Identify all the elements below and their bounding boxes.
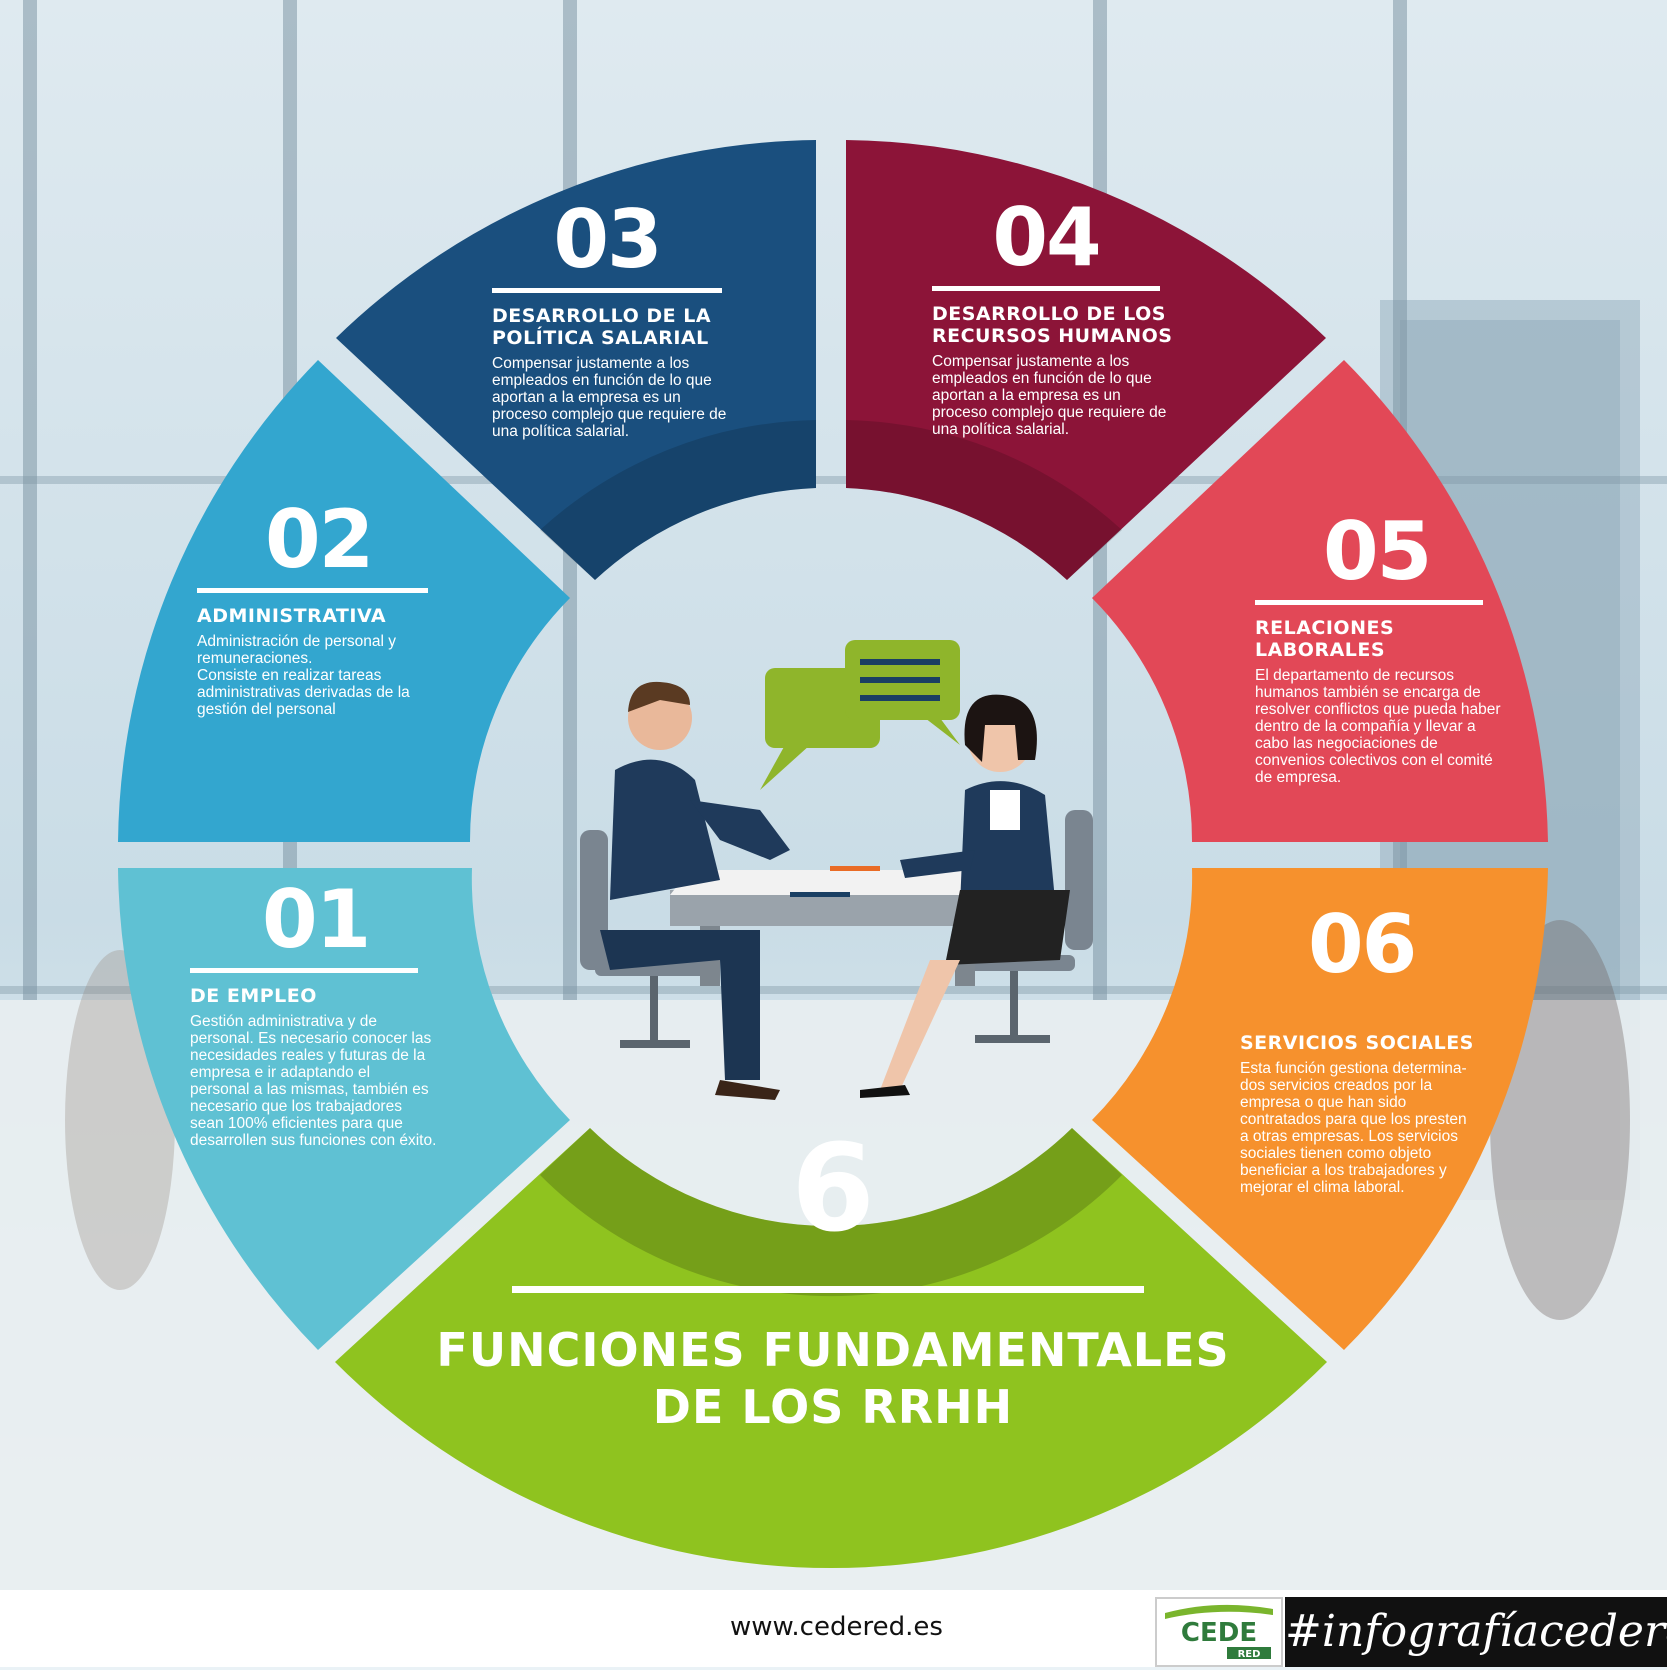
- main-title: FUNCIONES FUNDAMENTALES DE LOS RRHH: [383, 1322, 1283, 1436]
- segment-02-text: 02 ADMINISTRATIVA Administración de pers…: [197, 500, 437, 718]
- cede-logo-graphic: CEDE RED: [1165, 1604, 1273, 1660]
- segment-03-number: 03: [553, 193, 662, 286]
- main-title-line1: FUNCIONES FUNDAMENTALES: [436, 1323, 1230, 1377]
- segment-03-description: Compensar justamente a los empleados en …: [492, 355, 727, 440]
- segment-04-description: Compensar justamente a los empleados en …: [932, 353, 1167, 438]
- segment-05-number: 05: [1323, 505, 1432, 598]
- segment-02: [118, 360, 570, 842]
- segment-05-text: 05 RELACIONES LABORALES El departamento …: [1255, 512, 1515, 786]
- center-rule: [512, 1286, 1144, 1293]
- segment-06-description: Esta función gestiona determina- dos ser…: [1240, 1060, 1467, 1196]
- segment-05-description: El departamento de recursos humanos tamb…: [1255, 667, 1501, 786]
- segment-05-rule: [1255, 600, 1483, 605]
- segment-01-rule: [190, 968, 418, 973]
- segment-04-title: DESARROLLO DE LOS RECURSOS HUMANOS: [932, 303, 1173, 347]
- meeting-illustration: [580, 640, 1093, 1100]
- segment-06: [1092, 868, 1548, 1350]
- segment-05-title: RELACIONES LABORALES: [1255, 617, 1395, 661]
- segment-03-rule: [492, 288, 722, 293]
- segment-04-rule: [932, 286, 1160, 291]
- segment-03-title: DESARROLLO DE LA POLÍTICA SALARIAL: [492, 305, 712, 349]
- segment-06-text: 06 SERVICIOS SOCIALES Esta función gesti…: [1240, 898, 1500, 1197]
- cede-logo: CEDE RED: [1155, 1597, 1283, 1667]
- segment-01-description: Gestión administrativa y de personal. Es…: [190, 1013, 437, 1149]
- segment-04-text: 04 DESARROLLO DE LOS RECURSOS HUMANOS Co…: [932, 198, 1192, 438]
- segment-02-number: 02: [265, 493, 374, 586]
- segment-01-title: DE EMPLEO: [190, 985, 317, 1007]
- hashtag-banner: #infografíacedered: [1285, 1597, 1667, 1667]
- segment-02-title: ADMINISTRATIVA: [197, 605, 387, 627]
- segment-03-text: 03 DESARROLLO DE LA POLÍTICA SALARIAL Co…: [492, 200, 752, 440]
- segment-01: [118, 868, 570, 1350]
- segment-01-text: 01 DE EMPLEO Gestión administrativa y de…: [190, 880, 440, 1149]
- segment-center: [335, 1128, 1327, 1569]
- center-number: 6: [791, 1120, 875, 1259]
- segment-04: [846, 140, 1326, 580]
- svg-text:RED: RED: [1238, 1649, 1261, 1660]
- segment-02-description: Administración de personal y remuneracio…: [197, 633, 410, 718]
- main-title-line2: DE LOS RRHH: [652, 1380, 1014, 1434]
- segment-center-inner-shadow: [540, 1128, 1122, 1297]
- segment-01-number: 01: [262, 873, 371, 966]
- segment-06-number: 06: [1308, 898, 1417, 991]
- segment-06-title: SERVICIOS SOCIALES: [1240, 1032, 1474, 1054]
- website-link[interactable]: www.cedered.es: [730, 1612, 943, 1642]
- svg-text:CEDE: CEDE: [1181, 1618, 1257, 1648]
- segment-02-rule: [197, 588, 428, 593]
- segment-03-inner-shadow: [540, 420, 816, 580]
- segment-04-inner-shadow: [846, 420, 1122, 580]
- segment-04-number: 04: [992, 191, 1101, 284]
- segment-03: [336, 140, 816, 580]
